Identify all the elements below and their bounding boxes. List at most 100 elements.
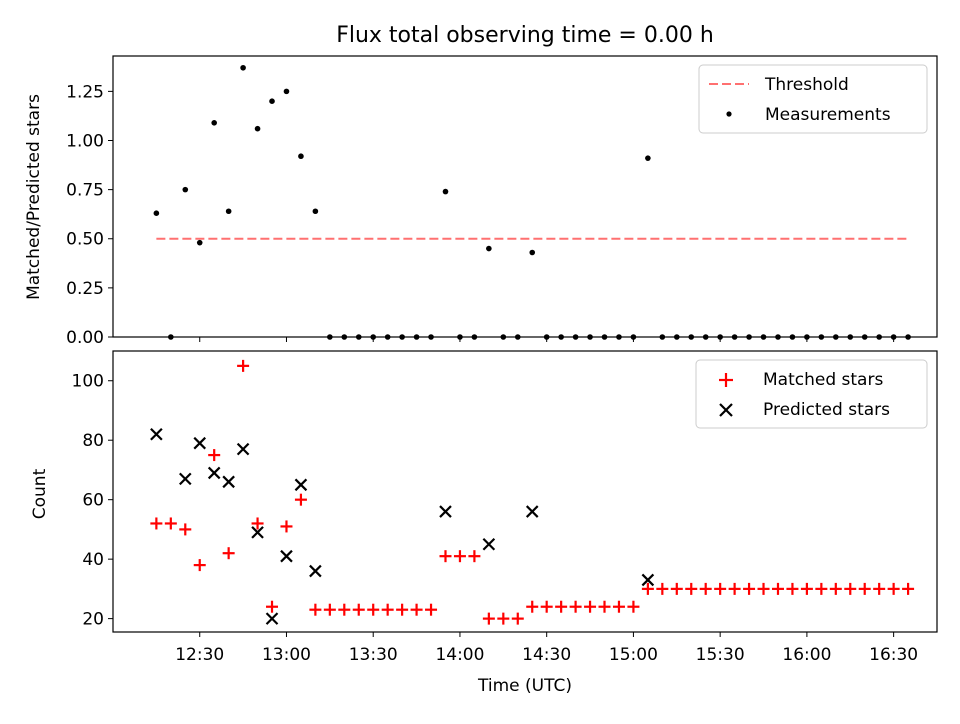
matched-star-marker <box>425 603 438 616</box>
measurement-point <box>818 334 825 340</box>
measurement-point <box>601 334 608 340</box>
measurement-point <box>543 334 550 340</box>
matched-star-marker <box>280 520 293 533</box>
measurement-point <box>254 125 261 132</box>
predicted-star-marker <box>251 526 264 539</box>
predicted-stars-points <box>150 427 655 625</box>
x-tick-label: 12:30 <box>175 645 224 665</box>
measurement-point <box>399 334 405 340</box>
measurement-point <box>833 334 839 340</box>
matched-star-marker <box>237 359 250 372</box>
matched-star-marker <box>670 582 683 595</box>
measurement-point <box>341 334 348 340</box>
measurement-point <box>327 334 333 340</box>
bottom-x-axis-label: Time (UTC) <box>477 676 572 696</box>
matched-star-marker <box>266 600 279 613</box>
predicted-star-marker <box>641 573 655 587</box>
matched-star-marker <box>179 523 192 536</box>
predicted-star-marker <box>309 564 322 578</box>
measurement-point <box>355 334 362 340</box>
matched-star-marker <box>743 582 756 595</box>
matched-star-marker <box>873 582 886 595</box>
matched-star-marker <box>757 582 770 595</box>
matched-star-marker <box>396 603 409 616</box>
measurement-point <box>269 98 275 104</box>
measurement-point <box>471 334 478 340</box>
matched-star-marker <box>410 603 423 616</box>
matched-star-marker <box>193 559 206 572</box>
matched-star-marker <box>786 582 799 595</box>
measurement-point <box>775 334 781 340</box>
y-tick-label: 1.00 <box>66 131 104 151</box>
measurement-point <box>428 334 434 340</box>
matched-star-marker <box>309 603 322 616</box>
x-tick-label: 16:30 <box>869 645 918 665</box>
measurement-point <box>153 210 160 217</box>
top-y-axis-label: Matched/Predicted stars <box>24 94 44 300</box>
measurement-point <box>717 334 723 340</box>
measurement-point <box>500 334 507 340</box>
matched-star-marker <box>540 600 553 613</box>
measurement-point <box>168 334 174 340</box>
matched-star-marker <box>381 603 394 616</box>
bottom-x-axis: 12:30 13:00 13:30 14:00 14:30 15:00 15:30 16:00… <box>175 632 918 665</box>
matched-star-marker <box>829 582 842 595</box>
matched-star-marker <box>555 600 568 613</box>
matched-star-marker <box>497 612 510 625</box>
measurement-point <box>645 155 651 161</box>
measurement-point <box>616 334 622 340</box>
measurement-point <box>746 334 752 340</box>
predicted-star-marker <box>482 538 496 551</box>
x-tick-label: 13:30 <box>349 645 398 665</box>
predicted-star-marker <box>265 612 279 625</box>
matched-star-marker <box>598 600 611 613</box>
measurement-point <box>312 208 319 215</box>
y-tick-label: 1.25 <box>66 82 104 102</box>
measurement-point <box>789 334 796 340</box>
measurement-point <box>630 334 637 340</box>
matched-star-marker <box>526 600 539 613</box>
predicted-star-marker <box>207 466 221 480</box>
x-tick-label: 15:30 <box>696 645 745 665</box>
predicted-star-marker <box>294 478 308 492</box>
measurement-point <box>370 334 377 340</box>
y-tick-label: 40 <box>82 550 104 570</box>
predicted-star-marker <box>193 436 207 450</box>
predicted-star-marker <box>525 505 539 518</box>
matched-star-marker <box>323 603 336 616</box>
x-tick-label: 16:00 <box>782 645 831 665</box>
matched-star-marker <box>699 582 712 595</box>
predicted-star-marker <box>179 472 192 486</box>
measurement-point <box>861 334 868 340</box>
matched-star-marker <box>453 550 466 563</box>
legend-matched-label: Matched stars <box>763 370 883 390</box>
matched-star-marker <box>468 550 481 563</box>
measurement-point <box>529 249 536 256</box>
y-tick-label: 80 <box>82 431 104 451</box>
legend-matched-swatch <box>719 373 733 387</box>
matched-star-marker <box>641 582 654 595</box>
measurement-point <box>442 188 449 195</box>
predicted-star-marker <box>150 427 163 441</box>
predicted-star-marker <box>439 505 452 518</box>
matched-star-marker <box>222 547 235 560</box>
legend-measurements-swatch <box>726 111 732 117</box>
matched-star-marker <box>294 493 307 506</box>
matched-star-marker <box>612 600 625 613</box>
matched-star-marker <box>728 582 741 595</box>
top-chart-title: Flux total observing time = 0.00 h <box>336 23 714 48</box>
measurement-point <box>240 64 246 71</box>
matched-star-marker <box>352 603 365 616</box>
measurement-point <box>659 334 666 340</box>
legend-predicted-swatch <box>719 403 733 417</box>
matched-star-marker <box>208 449 221 462</box>
legend-measurements-label: Measurements <box>765 105 891 125</box>
measurement-point <box>283 88 290 95</box>
top-axes-frame <box>112 55 938 338</box>
measurement-point <box>211 120 217 126</box>
measurement-points <box>153 64 911 340</box>
matched-star-marker <box>771 582 784 595</box>
measurement-point <box>298 153 304 160</box>
bottom-y-axis: 20 40 60 80 100 <box>72 372 113 630</box>
